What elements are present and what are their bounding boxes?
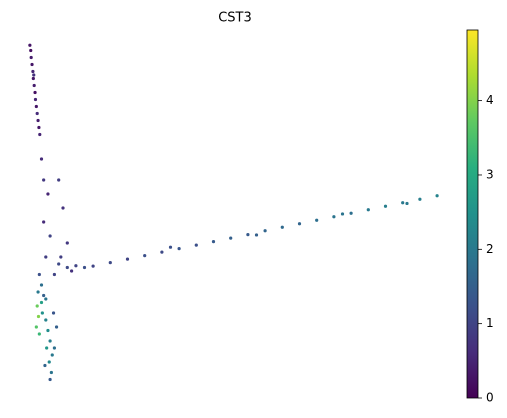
point: [91, 264, 95, 268]
point: [39, 157, 44, 161]
point: [28, 43, 32, 47]
point: [50, 353, 54, 357]
chart-title: CST3: [218, 11, 252, 26]
point: [254, 233, 259, 237]
point: [366, 208, 370, 212]
point: [45, 346, 49, 350]
point: [168, 245, 173, 249]
point: [54, 325, 59, 329]
point: [34, 104, 38, 109]
point: [48, 234, 52, 238]
point: [160, 250, 164, 254]
point: [35, 111, 39, 116]
point: [35, 304, 39, 308]
point: [33, 97, 38, 102]
point: [263, 229, 267, 233]
colorbar-tick-label: 2: [486, 242, 494, 256]
point: [47, 360, 51, 364]
point: [143, 254, 147, 258]
point: [37, 125, 41, 130]
point: [42, 293, 46, 298]
point: [36, 118, 40, 123]
point: [33, 90, 37, 95]
point: [70, 269, 74, 273]
colorbar-tick-label: 0: [486, 391, 494, 405]
point: [40, 311, 44, 315]
point: [31, 69, 35, 74]
point: [315, 218, 319, 222]
point: [37, 332, 41, 336]
point: [57, 178, 61, 182]
point: [211, 240, 216, 244]
point: [59, 255, 63, 259]
point: [36, 290, 40, 294]
point: [38, 132, 42, 137]
point: [46, 192, 50, 196]
point: [29, 48, 33, 53]
point: [30, 62, 34, 67]
point: [39, 283, 44, 287]
point: [332, 215, 336, 219]
point: [46, 328, 50, 333]
point: [65, 241, 69, 245]
point: [44, 297, 48, 301]
point: [32, 83, 36, 88]
point: [43, 363, 47, 368]
point: [82, 265, 87, 270]
point: [52, 346, 57, 350]
point: [29, 55, 33, 60]
point: [405, 201, 409, 206]
point: [49, 370, 53, 375]
point: [37, 272, 41, 277]
point: [48, 339, 52, 343]
colorbar-tick-label: 4: [486, 93, 494, 107]
point: [32, 73, 36, 77]
point: [297, 222, 302, 226]
point: [401, 201, 405, 205]
point: [42, 220, 46, 224]
point: [418, 197, 422, 201]
point: [57, 262, 61, 266]
point: [44, 255, 48, 259]
point: [229, 236, 233, 240]
point: [39, 300, 44, 305]
colorbar-tick-label: 3: [486, 167, 494, 181]
point: [349, 211, 353, 215]
point: [435, 194, 439, 198]
point: [383, 204, 388, 208]
point: [31, 76, 35, 81]
point: [340, 212, 345, 216]
point: [48, 377, 52, 382]
point: [74, 264, 78, 268]
point: [177, 247, 181, 251]
point: [246, 233, 250, 237]
point: [36, 314, 41, 319]
point: [280, 225, 284, 229]
point: [125, 257, 130, 261]
point: [44, 318, 48, 322]
colorbar-tick-label: 1: [486, 316, 494, 330]
colorbar: [466, 29, 479, 399]
point: [52, 272, 57, 277]
point: [61, 206, 65, 210]
point: [51, 311, 56, 315]
point: [65, 265, 69, 270]
point: [108, 261, 112, 265]
point: [34, 325, 38, 329]
point: [194, 243, 198, 247]
point: [42, 178, 46, 182]
